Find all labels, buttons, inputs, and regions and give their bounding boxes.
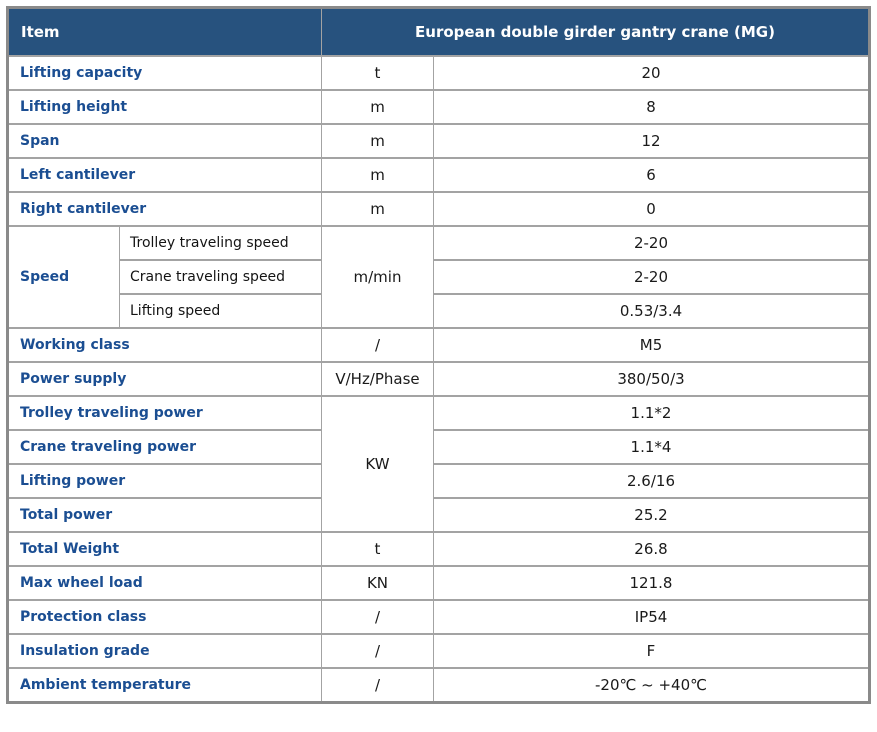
value-cell: 6	[433, 156, 870, 193]
row-label-cell: Span	[7, 122, 322, 159]
unit-cell: m	[321, 122, 434, 159]
row-sublabel-cell: Crane traveling speed	[119, 258, 322, 295]
table-row: Span m 12	[7, 122, 870, 159]
value-cell: 2-20	[433, 224, 870, 261]
table-row: Crane traveling power 1.1*4	[7, 428, 870, 465]
unit-cell: m	[321, 156, 434, 193]
value-cell: 25.2	[433, 496, 870, 533]
unit-cell: m	[321, 88, 434, 125]
unit-cell: m/min	[321, 224, 434, 329]
row-label-cell: Working class	[7, 326, 322, 363]
table-row: Speed Trolley traveling speed m/min 2-20	[7, 224, 870, 329]
value-cell: 2.6/16	[433, 462, 870, 499]
value-cell: 12	[433, 122, 870, 159]
unit-cell: /	[321, 598, 434, 635]
table-row: Total power 25.2	[7, 496, 870, 533]
crane-spec-table: Item European double girder gantry crane…	[6, 6, 871, 704]
table-row: Insulation grade / F	[7, 632, 870, 669]
spec-table-body: Lifting capacity t 20 Lifting height m 8 Span m…	[7, 54, 870, 703]
value-cell: 0.53/3.4	[433, 292, 870, 329]
value-cell: -20℃ ~ +40℃	[433, 666, 870, 703]
table-row: Protection class / IP54	[7, 598, 870, 635]
value-cell: 1.1*2	[433, 394, 870, 431]
table-row: Ambient temperature / -20℃ ~ +40℃	[7, 666, 870, 703]
row-label-cell: Ambient temperature	[7, 666, 322, 703]
row-label-cell: Insulation grade	[7, 632, 322, 669]
value-cell: 2-20	[433, 258, 870, 295]
row-label-cell: Lifting height	[7, 88, 322, 125]
unit-cell: V/Hz/Phase	[321, 360, 434, 397]
unit-cell: /	[321, 666, 434, 703]
row-label-cell: Max wheel load	[7, 564, 322, 601]
table-row: Lifting power 2.6/16	[7, 462, 870, 499]
value-cell: M5	[433, 326, 870, 363]
row-label-cell: Crane traveling power	[7, 428, 322, 465]
unit-cell: t	[321, 530, 434, 567]
table-row: Working class / M5	[7, 326, 870, 363]
value-cell: 0	[433, 190, 870, 227]
value-cell: 20	[433, 54, 870, 91]
table-row: Total Weight t 26.8	[7, 530, 870, 567]
value-cell: IP54	[433, 598, 870, 635]
row-sublabel-cell: Lifting speed	[119, 292, 322, 329]
unit-cell: /	[321, 632, 434, 669]
value-cell: 380/50/3	[433, 360, 870, 397]
header-item-cell: Item	[7, 6, 322, 57]
unit-cell: KW	[321, 394, 434, 533]
table-row: Power supply V/Hz/Phase 380/50/3	[7, 360, 870, 397]
table-header-row: Item European double girder gantry crane…	[7, 6, 870, 57]
table-row: Right cantilever m 0	[7, 190, 870, 227]
row-label-cell: Total power	[7, 496, 322, 533]
row-label-cell: Lifting capacity	[7, 54, 322, 91]
row-label-cell: Power supply	[7, 360, 322, 397]
row-label-cell: Right cantilever	[7, 190, 322, 227]
value-cell: F	[433, 632, 870, 669]
table-row: Left cantilever m 6	[7, 156, 870, 193]
table-row: Trolley traveling power KW 1.1*2	[7, 394, 870, 533]
unit-cell: t	[321, 54, 434, 91]
table-row: Lifting speed 0.53/3.4	[8, 292, 870, 329]
table-row: Max wheel load KN 121.8	[7, 564, 870, 601]
table-row: Crane traveling speed 2-20	[8, 258, 870, 295]
table-row: Lifting height m 8	[7, 88, 870, 125]
value-cell: 121.8	[433, 564, 870, 601]
table-row: Lifting capacity t 20	[7, 54, 870, 91]
row-label-cell: Left cantilever	[7, 156, 322, 193]
row-label-cell: Total Weight	[7, 530, 322, 567]
header-product-cell: European double girder gantry crane (MG)	[321, 6, 870, 57]
value-cell: 1.1*4	[433, 428, 870, 465]
row-sublabel-cell: Trolley traveling speed	[119, 224, 322, 261]
value-cell: 26.8	[433, 530, 870, 567]
row-label-cell: Protection class	[7, 598, 322, 635]
unit-cell: KN	[321, 564, 434, 601]
unit-cell: /	[321, 326, 434, 363]
row-label-cell: Lifting power	[7, 462, 322, 499]
row-label-cell: Speed	[7, 224, 120, 329]
unit-cell: m	[321, 190, 434, 227]
row-label-cell: Trolley traveling power	[7, 394, 322, 431]
value-cell: 8	[433, 88, 870, 125]
